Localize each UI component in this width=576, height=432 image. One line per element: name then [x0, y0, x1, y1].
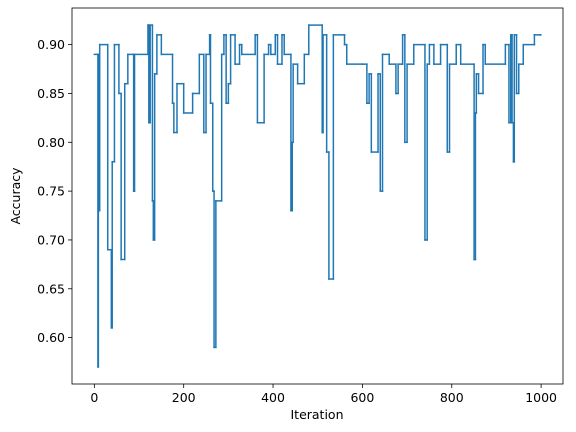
y-tick-label: 0.80: [37, 135, 65, 150]
x-tick-label: 800: [440, 390, 464, 405]
y-tick-label: 0.70: [37, 232, 65, 247]
x-tick-label: 400: [261, 390, 285, 405]
plot-frame: [71, 7, 564, 385]
x-tick-label: 600: [350, 390, 374, 405]
y-tick-label: 0.90: [37, 37, 65, 52]
y-tick-label: 0.85: [37, 86, 65, 101]
x-axis-label: Iteration: [290, 407, 343, 422]
y-tick-label: 0.60: [37, 330, 65, 345]
y-tick-label: 0.75: [37, 184, 65, 199]
x-tick-label: 0: [90, 390, 98, 405]
x-tick-label: 200: [172, 390, 196, 405]
y-axis-label: Accuracy: [8, 167, 23, 225]
y-tick-label: 0.65: [37, 281, 65, 296]
x-tick-label: 1000: [525, 390, 557, 405]
